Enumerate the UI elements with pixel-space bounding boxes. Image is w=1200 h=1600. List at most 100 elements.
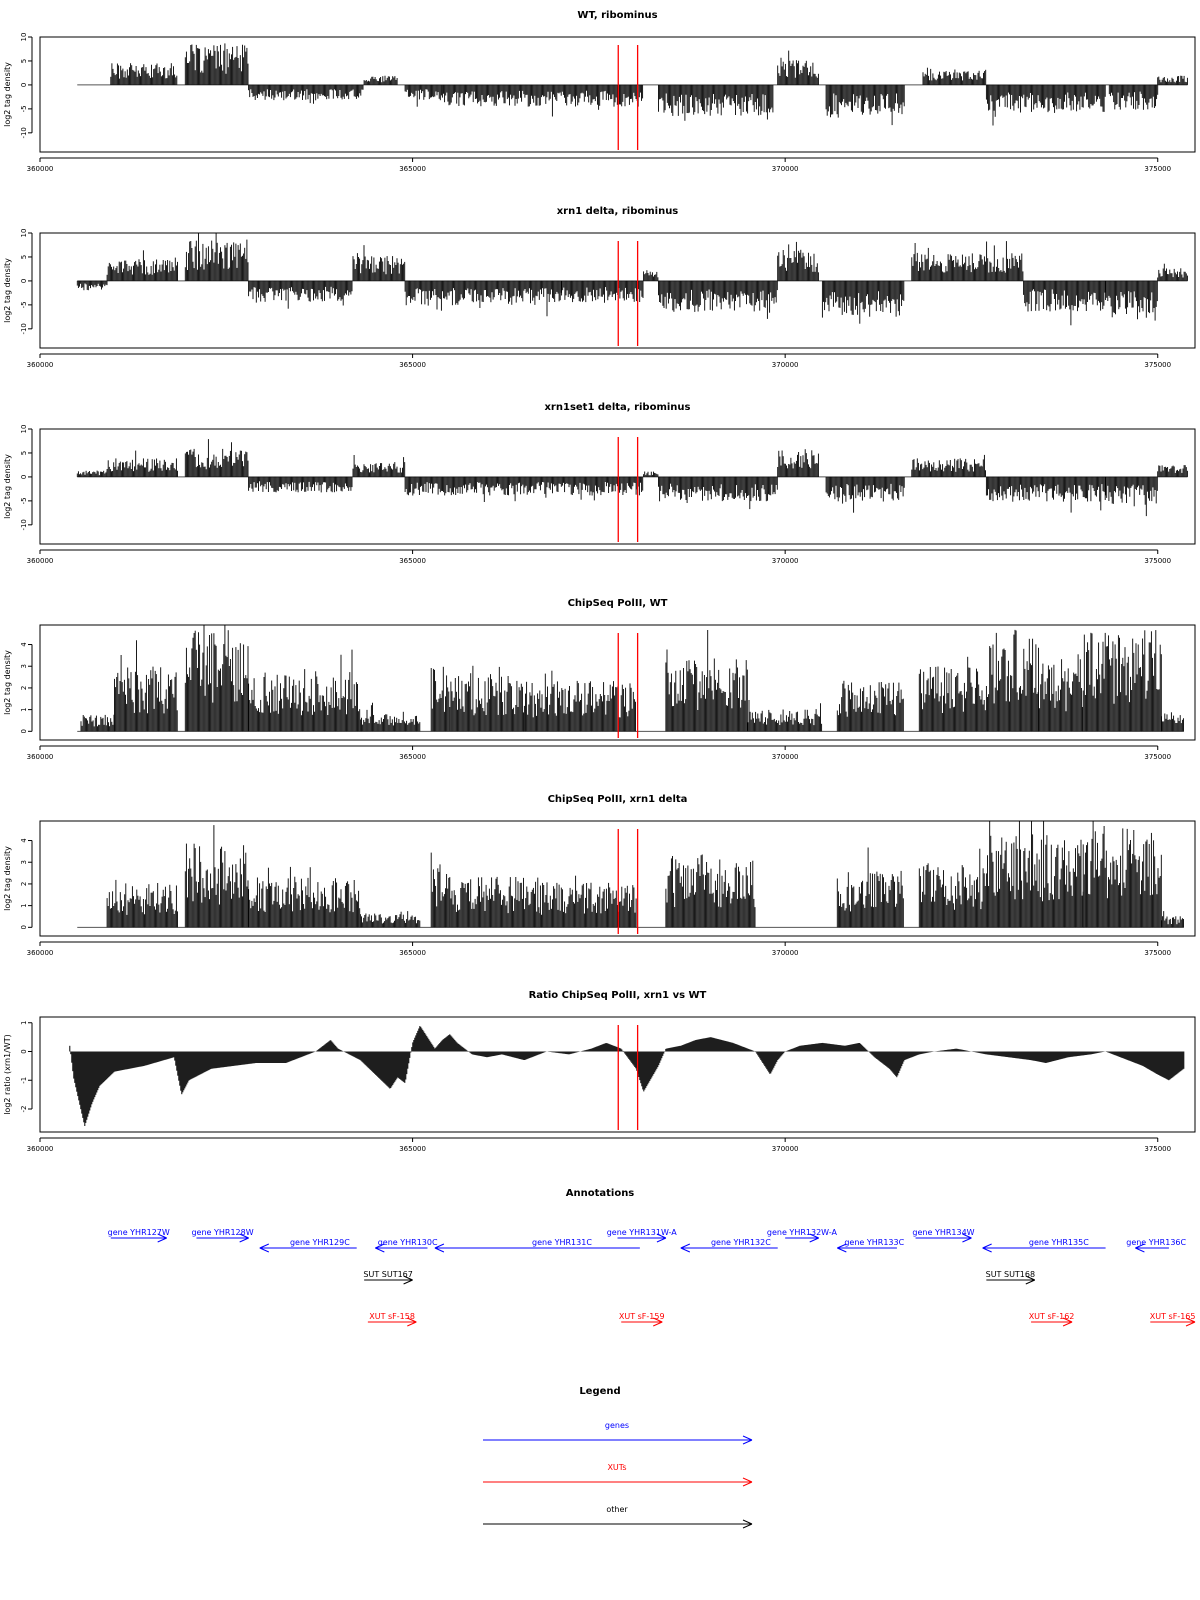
y-tick-label: 5 xyxy=(20,255,28,259)
x-tick-label: 370000 xyxy=(772,949,799,957)
plot-frame xyxy=(39,1016,1196,1133)
data-bars xyxy=(76,43,1188,126)
signal-segment xyxy=(1023,280,1106,326)
y-tick-label: 0 xyxy=(20,279,28,283)
signal-segment xyxy=(404,84,442,107)
x-tick-label: 365000 xyxy=(399,165,426,173)
chart-title: ChipSeq PolII, xrn1 delta xyxy=(547,794,688,805)
x-tick-label: 365000 xyxy=(399,361,426,369)
signal-segment xyxy=(430,852,450,928)
data-bars xyxy=(76,233,1188,326)
signal-segment xyxy=(658,280,778,319)
chart-chipseq-wt: 0 1 2 3 4 log2 tag density 360000 365000 370000 3… xyxy=(3,624,1196,761)
y-tick-label: -1 xyxy=(20,1077,28,1084)
panel-chipseq-wt: ChipSeq PolII, WT 0 1 2 3 4 log2 tag density 3… xyxy=(0,598,1200,768)
signal-segment xyxy=(80,714,115,732)
signal-segment xyxy=(184,233,249,281)
signal-segment xyxy=(441,84,644,117)
signal-segment xyxy=(918,656,986,732)
signal-segment xyxy=(747,700,823,732)
signal-segment xyxy=(665,630,748,732)
x-tick-label: 360000 xyxy=(27,949,54,957)
data-bars xyxy=(77,821,1184,928)
signal-segment xyxy=(449,665,524,732)
y-tick-label: 10 xyxy=(20,425,28,434)
signal-segment xyxy=(985,821,1084,928)
signal-segment xyxy=(248,476,353,493)
x-tick-label: 365000 xyxy=(399,557,426,565)
y-axis-label: log2 tag density xyxy=(3,258,12,323)
signal-segment xyxy=(404,476,644,502)
signal-segment xyxy=(538,875,637,928)
y-tick-label: 2 xyxy=(20,686,28,690)
x-tick-label: 360000 xyxy=(27,1145,54,1153)
signal-segment xyxy=(643,471,659,477)
y-tick-label: 10 xyxy=(20,33,28,42)
signal-segment xyxy=(777,449,819,477)
signal-segment xyxy=(821,280,905,324)
signal-segment xyxy=(76,470,108,477)
x-tick-label: 370000 xyxy=(772,557,799,565)
signal-segment xyxy=(352,455,406,477)
y-tick-label: 0 xyxy=(20,1049,28,1053)
chart-xrn1-ribominus: -10 -5 0 5 10 log2 tag density 360000 365000 370… xyxy=(3,229,1196,369)
signal-segment xyxy=(1108,84,1159,110)
signal-segment xyxy=(184,439,249,477)
data-bars xyxy=(77,625,1184,732)
y-axis-label: log2 tag density xyxy=(3,62,12,127)
y-tick-label: -10 xyxy=(20,323,28,334)
signal-segment xyxy=(359,702,421,732)
signal-segment xyxy=(658,84,774,121)
signal-segment xyxy=(777,241,819,281)
chart-xrn1set1-ribominus: -10 -5 0 5 10 log2 tag density 360000 365000 370… xyxy=(3,425,1196,565)
signal-segment xyxy=(1161,712,1184,732)
y-tick-label: 1 xyxy=(20,707,28,711)
x-tick-label: 360000 xyxy=(27,361,54,369)
y-tick-label: 2 xyxy=(20,882,28,886)
signal-segment xyxy=(248,866,361,928)
signal-segment xyxy=(643,270,659,281)
signal-segment xyxy=(985,476,1106,513)
chart-ratio: -2 -1 0 1 log2 ratio (xrn1/WT) 360000 365000 37… xyxy=(3,1016,1196,1153)
x-tick-label: 365000 xyxy=(399,753,426,761)
signal-segment xyxy=(1105,476,1158,517)
data-bars xyxy=(76,439,1188,517)
signal-segment xyxy=(523,670,636,732)
signal-segment xyxy=(1157,75,1188,85)
signal-segment xyxy=(1157,465,1188,477)
plot-frame xyxy=(39,428,1196,545)
signal-segment xyxy=(985,629,1039,732)
y-tick-label: 1 xyxy=(20,1021,28,1025)
y-axis-label: log2 ratio (xrn1/WT) xyxy=(3,1034,12,1115)
x-tick-label: 370000 xyxy=(772,165,799,173)
y-tick-label: 0 xyxy=(20,475,28,479)
signal-segment xyxy=(922,67,987,85)
signal-segment xyxy=(1157,263,1188,281)
chart-wt-ribominus: -10 -5 0 5 10 log2 tag density 360000 365000 370… xyxy=(3,33,1196,173)
y-tick-label: -10 xyxy=(20,519,28,530)
signal-segment xyxy=(184,825,249,928)
signal-segment xyxy=(836,847,904,928)
chart-chipseq-xrn1: 0 1 2 3 4 log2 tag density 360000 365000 370000 3… xyxy=(3,820,1196,957)
y-tick-label: 3 xyxy=(20,664,28,668)
panel-ratio: Ratio ChipSeq PolII, xrn1 vs WT -2 -1 0 1 lo… xyxy=(0,990,1200,1160)
signal-segment xyxy=(836,680,904,732)
signal-segment xyxy=(911,454,986,477)
x-tick-label: 375000 xyxy=(1144,361,1171,369)
signal-segment xyxy=(1161,911,1184,928)
signal-segment xyxy=(1082,630,1162,732)
y-axis-label: log2 tag density xyxy=(3,650,12,715)
chart-title: WT, ribominus xyxy=(577,10,658,21)
signal-segment xyxy=(825,84,905,126)
x-tick-label: 375000 xyxy=(1144,165,1171,173)
signal-segment xyxy=(114,640,178,732)
y-tick-label: -10 xyxy=(20,127,28,138)
plot-frame xyxy=(39,36,1196,153)
signal-segment xyxy=(658,476,778,510)
y-tick-label: 4 xyxy=(20,838,28,843)
x-tick-label: 375000 xyxy=(1144,753,1171,761)
signal-segment xyxy=(110,63,178,85)
x-tick-label: 360000 xyxy=(27,165,54,173)
x-tick-label: 370000 xyxy=(772,361,799,369)
signal-segment xyxy=(359,911,421,928)
